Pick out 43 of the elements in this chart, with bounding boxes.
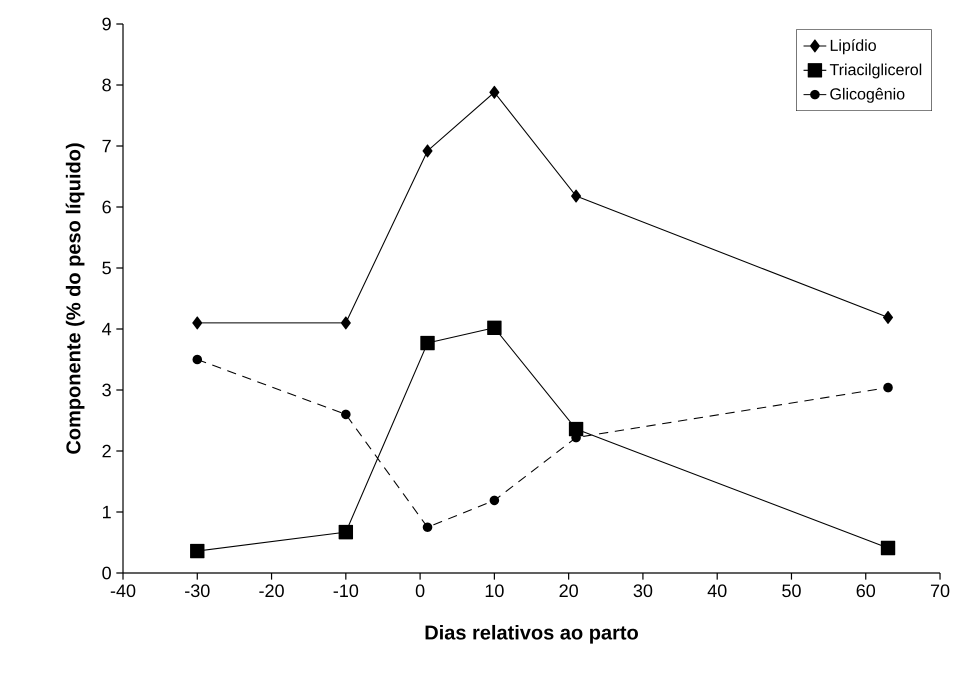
- x-tick-label: 20: [560, 584, 578, 598]
- point: [489, 86, 500, 99]
- y-tick-label: 0: [102, 566, 111, 580]
- point: [571, 189, 582, 203]
- y-tick-label: 5: [102, 262, 111, 274]
- x-tick-label: -40: [110, 584, 136, 598]
- x-tick-label: 70: [930, 584, 950, 598]
- legend-label: Glicogênio: [830, 88, 904, 103]
- point: [422, 144, 433, 158]
- x-tick-label: 40: [708, 584, 726, 598]
- x-tick-label: -20: [259, 584, 284, 598]
- point: [420, 336, 435, 350]
- x-tick-label: 50: [782, 584, 801, 598]
- point: [192, 354, 202, 364]
- x-tick-label: -10: [334, 584, 358, 598]
- legend-label: Lipídio: [830, 39, 876, 54]
- y-tick-label: 1: [102, 506, 111, 518]
- point: [883, 382, 893, 392]
- x-tick-label: -30: [185, 584, 210, 598]
- point: [422, 522, 432, 532]
- x-tick-label: 10: [486, 584, 504, 598]
- x-tick-label: 0: [416, 584, 424, 598]
- point: [882, 310, 894, 324]
- point: [340, 316, 351, 330]
- legend-label: Triacilglicerol: [830, 64, 922, 78]
- y-axis-title: Componente (% do peso líquido): [66, 143, 84, 454]
- point: [338, 524, 354, 540]
- point: [341, 410, 351, 420]
- y-tick-label: 3: [102, 384, 111, 396]
- y-tick-label: 6: [102, 200, 111, 214]
- x-axis-title: Dias relativos ao parto: [426, 624, 638, 644]
- y-tick-label: 4: [102, 322, 112, 336]
- y-tick-label: 9: [102, 18, 111, 30]
- point: [190, 544, 204, 558]
- x-tick-label: 60: [856, 584, 876, 598]
- point: [880, 540, 896, 556]
- point: [192, 316, 202, 330]
- y-tick-label: 7: [102, 140, 111, 152]
- y-tick-label: 2: [102, 444, 111, 458]
- x-tick-label: 30: [634, 584, 652, 598]
- point: [490, 496, 500, 506]
- y-tick-label: 8: [102, 78, 111, 92]
- point: [487, 320, 502, 335]
